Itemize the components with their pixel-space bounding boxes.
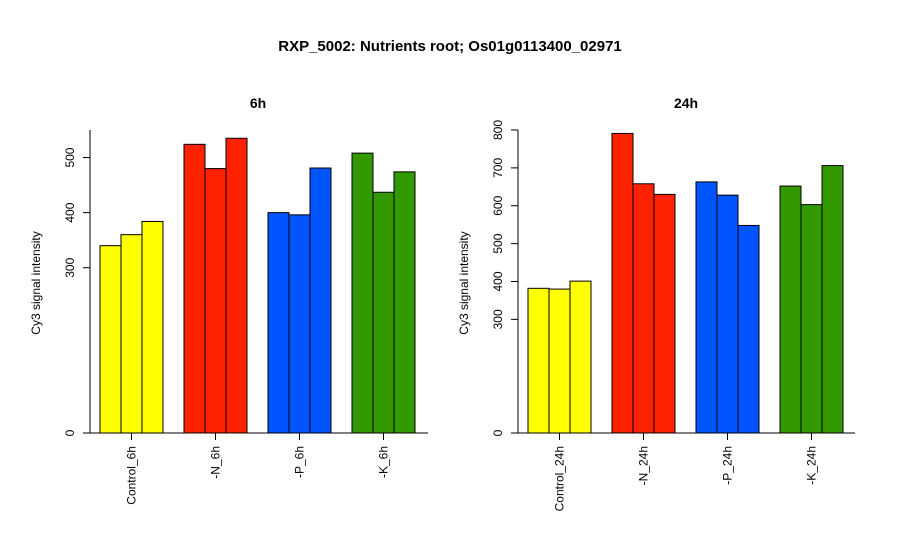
bar xyxy=(351,152,374,434)
chart-panel-24h: 24h Cy3 signal intensity 0 300 400 500 600 700 8… xyxy=(457,95,855,511)
y-tick-label: 800 xyxy=(491,120,505,140)
y-tick-label: 300 xyxy=(491,309,505,329)
bar xyxy=(225,137,248,434)
y-tick-label: 300 xyxy=(63,257,77,277)
bar xyxy=(821,165,844,434)
x-tick-label: Control_24h xyxy=(553,446,567,511)
chart-panel-6h: 6h Cy3 signal intensity 0 300 400 500 Control_… xyxy=(29,95,428,505)
y-tick-label: 0 xyxy=(491,429,505,436)
y-tick-label: 0 xyxy=(63,429,77,436)
y-tick-label: 600 xyxy=(491,195,505,215)
bar xyxy=(183,143,206,434)
bar xyxy=(632,183,655,434)
x-tick-label: -K_24h xyxy=(805,446,819,485)
bar xyxy=(695,181,718,434)
bar xyxy=(611,132,634,434)
bar xyxy=(548,288,571,434)
bar xyxy=(527,287,550,434)
bar xyxy=(99,245,122,434)
y-tick-label: 700 xyxy=(491,158,505,178)
y-tick-label: 400 xyxy=(491,271,505,291)
y-tick-label: 500 xyxy=(63,147,77,167)
bar xyxy=(716,194,739,434)
figure-title: RXP_5002: Nutrients root; Os01g0113400_0… xyxy=(278,38,622,55)
bar xyxy=(204,168,227,434)
bar xyxy=(372,191,395,434)
bar xyxy=(120,234,143,434)
x-tick-label: -P_24h xyxy=(721,446,735,485)
bar xyxy=(737,224,760,434)
bar xyxy=(653,193,676,434)
bar xyxy=(393,171,416,434)
x-tick-label: Control_6h xyxy=(125,446,139,505)
x-tick-label: -N_6h xyxy=(209,446,223,479)
bar xyxy=(779,185,802,434)
y-axis-label: Cy3 signal intensity xyxy=(457,231,471,334)
bar xyxy=(569,280,592,434)
bar xyxy=(141,220,164,434)
x-tick-label: -P_6h xyxy=(293,446,307,478)
panel-title: 24h xyxy=(674,95,698,111)
y-tick-label: 400 xyxy=(63,202,77,222)
x-tick-label: -N_24h xyxy=(637,446,651,485)
x-tick-label: -K_6h xyxy=(377,446,391,478)
y-axis-label: Cy3 signal intensity xyxy=(29,231,43,334)
bar xyxy=(800,204,823,434)
panel-title: 6h xyxy=(250,95,266,111)
y-tick-label: 500 xyxy=(491,233,505,253)
bar xyxy=(309,167,332,434)
bar xyxy=(267,212,290,434)
bar xyxy=(288,214,311,434)
